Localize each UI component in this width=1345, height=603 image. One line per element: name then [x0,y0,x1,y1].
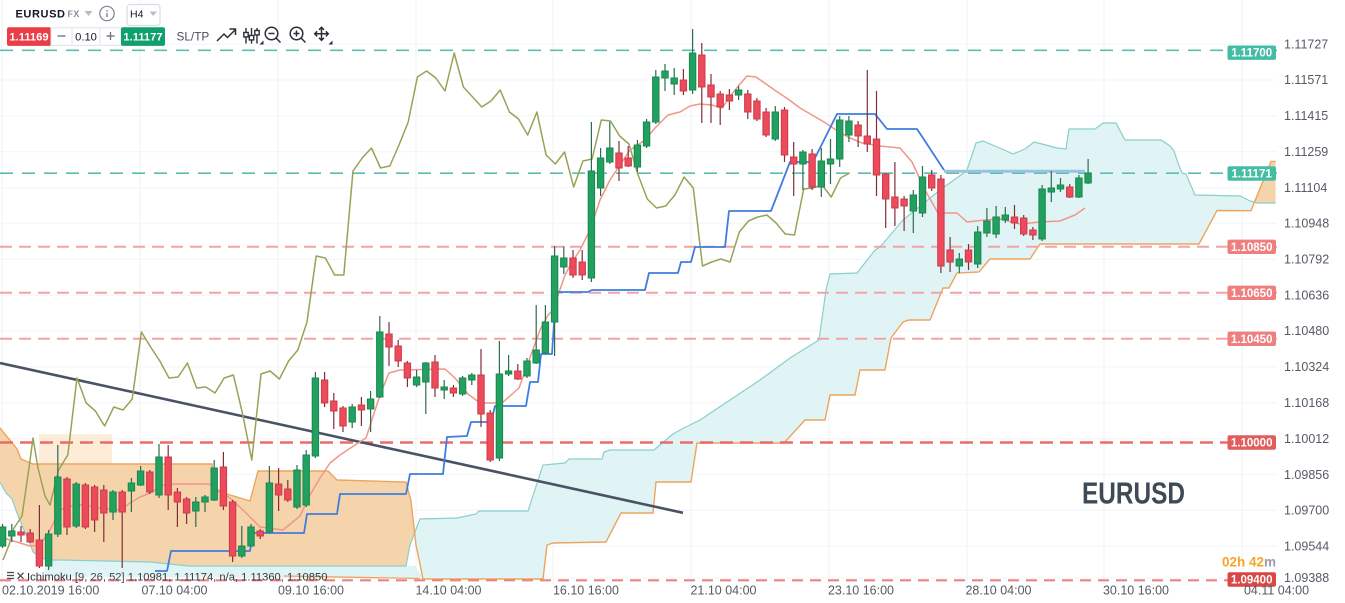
svg-text:1.11259: 1.11259 [1284,145,1328,159]
svg-text:EURUSD: EURUSD [16,9,66,21]
svg-text:04.11 04:00: 04.11 04:00 [1244,584,1309,598]
svg-text:02h 42m: 02h 42m [1222,555,1276,570]
svg-text:1.10168: 1.10168 [1284,396,1329,410]
svg-text:28.10 04:00: 28.10 04:00 [965,584,1031,598]
svg-text:02.10.2019 16:00: 02.10.2019 16:00 [2,584,99,598]
svg-text:1.11104: 1.11104 [1284,181,1327,195]
svg-text:1.10324: 1.10324 [1284,360,1329,374]
svg-text:1.10850: 1.10850 [1231,242,1273,254]
svg-text:1.11415: 1.11415 [1284,109,1328,123]
svg-text:1.11700: 1.11700 [1231,48,1272,60]
svg-text:H4: H4 [130,8,144,20]
svg-text:1.10650: 1.10650 [1231,288,1273,300]
svg-text:FX: FX [68,9,80,19]
svg-text:1.11171: 1.11171 [1232,169,1273,181]
svg-text:1.11727: 1.11727 [1284,37,1328,51]
svg-text:16.10 16:00: 16.10 16:00 [553,584,619,598]
svg-text:1.09544: 1.09544 [1284,539,1329,553]
svg-text:14.10 04:00: 14.10 04:00 [415,584,481,598]
svg-text:1.09856: 1.09856 [1284,468,1329,482]
svg-text:21.10 04:00: 21.10 04:00 [690,584,756,598]
svg-text:1.09700: 1.09700 [1284,504,1329,518]
svg-text:SL/TP: SL/TP [177,30,210,44]
svg-text:0.10: 0.10 [75,32,97,44]
svg-text:1.09388: 1.09388 [1284,571,1329,585]
svg-text:1.11571: 1.11571 [1284,73,1328,87]
svg-text:1.11177: 1.11177 [123,32,162,44]
svg-text:Ichimoku [9, 26, 52] 1.10981,: Ichimoku [9, 26, 52] 1.10981, 1.11174, n… [27,572,327,584]
svg-text:1.10636: 1.10636 [1284,288,1329,302]
svg-text:30.10 16:00: 30.10 16:00 [1103,584,1169,598]
svg-text:1.09400: 1.09400 [1231,575,1273,587]
svg-text:1.10450: 1.10450 [1231,334,1273,346]
svg-text:1.10000: 1.10000 [1231,438,1273,450]
svg-text:EURUSD: EURUSD [1082,477,1185,511]
svg-text:1.11169: 1.11169 [9,32,48,44]
svg-text:1.10948: 1.10948 [1284,217,1329,231]
svg-text:1.10792: 1.10792 [1284,252,1329,266]
svg-text:1.10480: 1.10480 [1284,324,1329,338]
svg-text:23.10 16:00: 23.10 16:00 [828,584,894,598]
svg-text:09.10 16:00: 09.10 16:00 [278,584,344,598]
svg-text:1.10012: 1.10012 [1284,432,1329,446]
svg-text:07.10 04:00: 07.10 04:00 [141,584,207,598]
